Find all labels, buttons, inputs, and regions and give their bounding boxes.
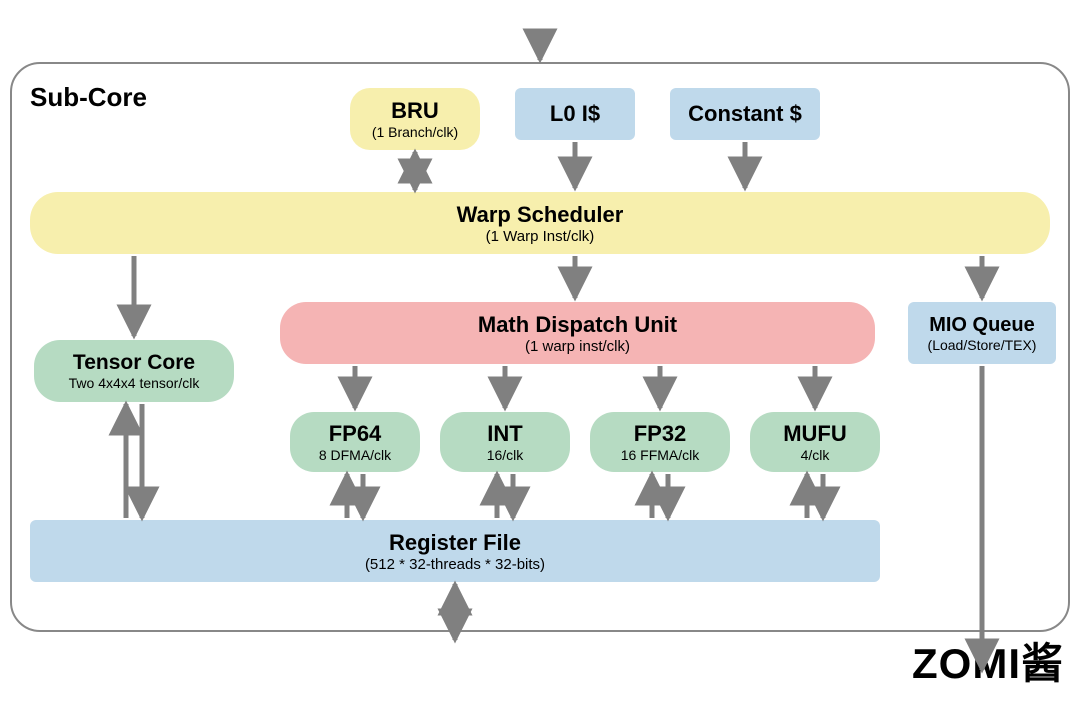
int-block: INT 16/clk [440, 412, 570, 472]
regfile-block: Register File (512 * 32-threads * 32-bit… [30, 520, 880, 582]
bru-block: BRU (1 Branch/clk) [350, 88, 480, 150]
const-title: Constant $ [688, 101, 802, 127]
tensor-sub: Two 4x4x4 tensor/clk [69, 375, 200, 391]
fp64-sub: 8 DFMA/clk [319, 447, 391, 463]
scheduler-title: Warp Scheduler [457, 202, 624, 228]
bru-sub: (1 Branch/clk) [372, 124, 458, 140]
l0-title: L0 I$ [550, 101, 600, 127]
mio-block: MIO Queue (Load/Store/TEX) [908, 302, 1056, 364]
fp32-block: FP32 16 FFMA/clk [590, 412, 730, 472]
fp32-title: FP32 [634, 421, 687, 447]
mdu-title: Math Dispatch Unit [478, 312, 677, 338]
int-title: INT [487, 421, 522, 447]
const-block: Constant $ [670, 88, 820, 140]
mufu-title: MUFU [783, 421, 847, 447]
mufu-block: MUFU 4/clk [750, 412, 880, 472]
scheduler-sub: (1 Warp Inst/clk) [486, 228, 595, 245]
mdu-block: Math Dispatch Unit (1 warp inst/clk) [280, 302, 875, 364]
l0-block: L0 I$ [515, 88, 635, 140]
tensor-block: Tensor Core Two 4x4x4 tensor/clk [34, 340, 234, 402]
fp64-block: FP64 8 DFMA/clk [290, 412, 420, 472]
subcore-title: Sub-Core [30, 82, 147, 113]
mdu-sub: (1 warp inst/clk) [525, 338, 630, 355]
int-sub: 16/clk [487, 447, 524, 463]
bru-title: BRU [391, 98, 439, 124]
mio-sub: (Load/Store/TEX) [928, 337, 1037, 353]
fp64-title: FP64 [329, 421, 382, 447]
regfile-sub: (512 * 32-threads * 32-bits) [365, 556, 545, 573]
scheduler-block: Warp Scheduler (1 Warp Inst/clk) [30, 192, 1050, 254]
regfile-title: Register File [389, 530, 521, 556]
watermark: ZOMI酱 [912, 630, 1064, 691]
tensor-title: Tensor Core [73, 351, 195, 375]
fp32-sub: 16 FFMA/clk [621, 447, 700, 463]
mufu-sub: 4/clk [801, 447, 830, 463]
mio-title: MIO Queue [929, 314, 1035, 337]
